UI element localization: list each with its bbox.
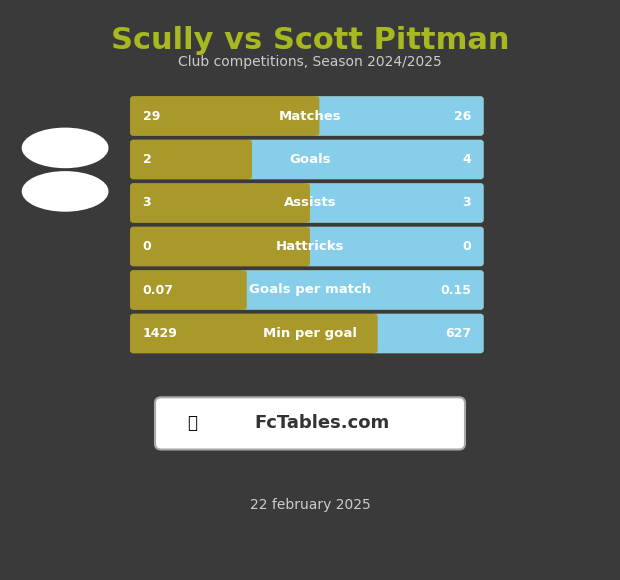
Text: Goals: Goals	[289, 153, 331, 166]
FancyBboxPatch shape	[130, 96, 484, 136]
Text: Hattricks: Hattricks	[276, 240, 344, 253]
FancyBboxPatch shape	[155, 397, 465, 450]
Text: 4: 4	[463, 153, 471, 166]
Text: 2: 2	[143, 153, 151, 166]
FancyBboxPatch shape	[130, 183, 310, 223]
Text: 0: 0	[143, 240, 151, 253]
FancyBboxPatch shape	[130, 183, 484, 223]
Text: Goals per match: Goals per match	[249, 284, 371, 296]
FancyBboxPatch shape	[241, 270, 484, 310]
Text: Club competitions, Season 2024/2025: Club competitions, Season 2024/2025	[178, 55, 442, 69]
FancyBboxPatch shape	[130, 227, 310, 266]
Text: Min per goal: Min per goal	[263, 327, 357, 340]
FancyBboxPatch shape	[304, 227, 484, 266]
Text: Assists: Assists	[284, 197, 336, 209]
FancyBboxPatch shape	[130, 270, 484, 310]
FancyBboxPatch shape	[130, 96, 319, 136]
FancyBboxPatch shape	[246, 140, 484, 179]
Text: 0.15: 0.15	[440, 284, 471, 296]
Text: FcTables.com: FcTables.com	[255, 414, 390, 433]
Text: 29: 29	[143, 110, 160, 122]
Text: Scully vs Scott Pittman: Scully vs Scott Pittman	[111, 26, 509, 55]
Text: 22 february 2025: 22 february 2025	[250, 498, 370, 512]
FancyBboxPatch shape	[371, 314, 484, 353]
FancyBboxPatch shape	[130, 140, 252, 179]
Text: 627: 627	[445, 327, 471, 340]
FancyBboxPatch shape	[130, 227, 484, 266]
Text: 1429: 1429	[143, 327, 177, 340]
FancyBboxPatch shape	[130, 140, 484, 179]
Ellipse shape	[22, 171, 108, 212]
Text: 3: 3	[143, 197, 151, 209]
FancyBboxPatch shape	[130, 314, 378, 353]
Text: 0.07: 0.07	[143, 284, 174, 296]
FancyBboxPatch shape	[313, 96, 484, 136]
FancyBboxPatch shape	[304, 183, 484, 223]
Ellipse shape	[22, 128, 108, 168]
Text: 3: 3	[463, 197, 471, 209]
Text: 📊: 📊	[187, 414, 197, 433]
FancyBboxPatch shape	[130, 270, 247, 310]
Text: Matches: Matches	[278, 110, 342, 122]
Text: 26: 26	[454, 110, 471, 122]
FancyBboxPatch shape	[130, 314, 484, 353]
Text: 0: 0	[463, 240, 471, 253]
